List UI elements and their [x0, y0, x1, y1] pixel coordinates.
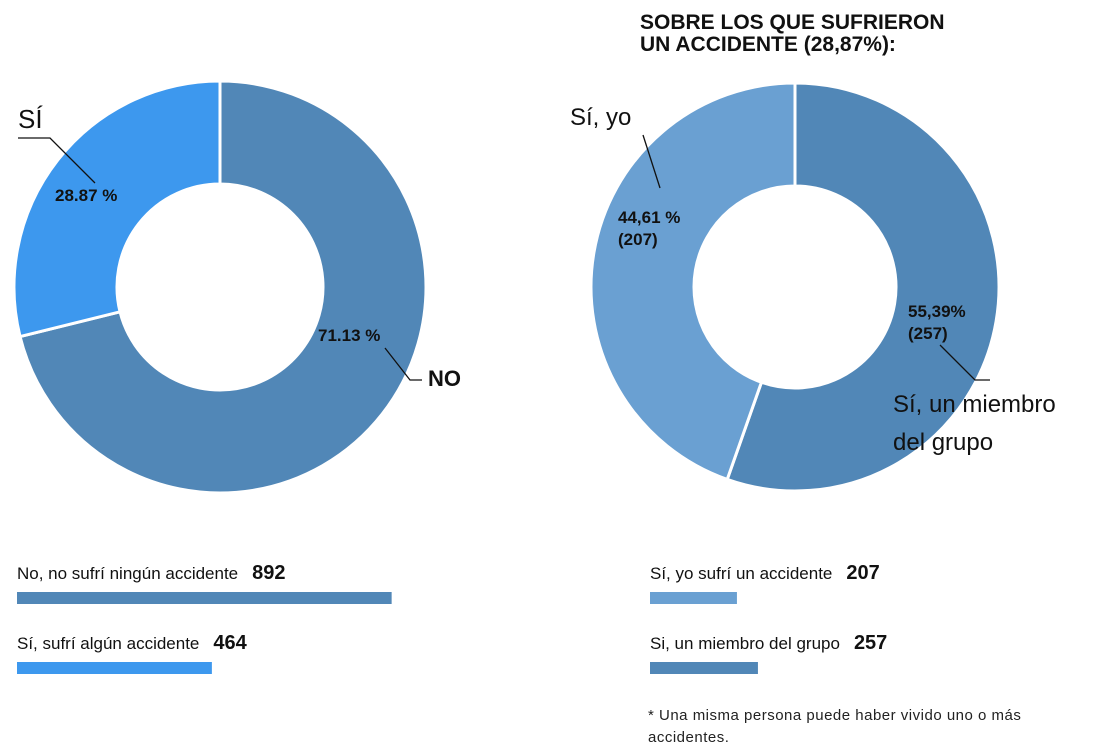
leader-line — [384, 347, 422, 381]
value-label: 55,39% — [908, 302, 966, 321]
value-label: 44,61 % — [618, 208, 681, 227]
bar — [17, 592, 392, 604]
leader-line — [642, 134, 661, 189]
bar-row: Sí, yo sufrí un accidente 207 — [650, 562, 880, 585]
bar-value: 207 — [846, 562, 880, 584]
bar-row: Sí, sufrí algún accidente 464 — [17, 632, 247, 655]
donut-slice — [12, 79, 222, 339]
bar-label: No, no sufrí ningún accidente — [17, 564, 239, 583]
leader-line — [18, 137, 96, 184]
bar-row: Si, un miembro del grupo 257 — [650, 632, 887, 655]
leader-line — [939, 344, 990, 381]
value-label: 28.87 % — [55, 186, 118, 205]
bar — [650, 662, 758, 674]
count-label: (207) — [618, 230, 658, 249]
count-label: (257) — [908, 324, 948, 343]
donut — [589, 81, 1001, 493]
bar — [17, 662, 212, 674]
footnote: * Una misma persona puede haber vivido u… — [648, 707, 1022, 746]
slice-label: Sí, yo — [570, 104, 632, 131]
bar-label: Si, un miembro del grupo — [650, 634, 840, 653]
bar-label: Sí, sufrí algún accidente — [17, 634, 200, 653]
donut — [12, 79, 428, 495]
bar-value: 464 — [213, 632, 247, 654]
donut-slice — [18, 79, 428, 495]
slice-label: SÍ — [18, 104, 43, 134]
bar-value: 892 — [252, 562, 286, 584]
leader-lines — [18, 134, 990, 381]
slice-label: NO — [428, 366, 461, 391]
donut-slice — [589, 81, 797, 482]
slice-label: Sí, un miembro del grupo — [893, 391, 1056, 456]
chart-title: SOBRE LOS QUE SUFRIERON UN ACCIDENTE (28… — [640, 11, 945, 56]
bar-label: Sí, yo sufrí un accidente — [650, 564, 833, 583]
value-label: 71.13 % — [318, 326, 381, 345]
bar-value: 257 — [853, 632, 888, 654]
bar — [650, 592, 737, 604]
bar-row: No, no sufrí ningún accidente 892 — [17, 562, 286, 585]
